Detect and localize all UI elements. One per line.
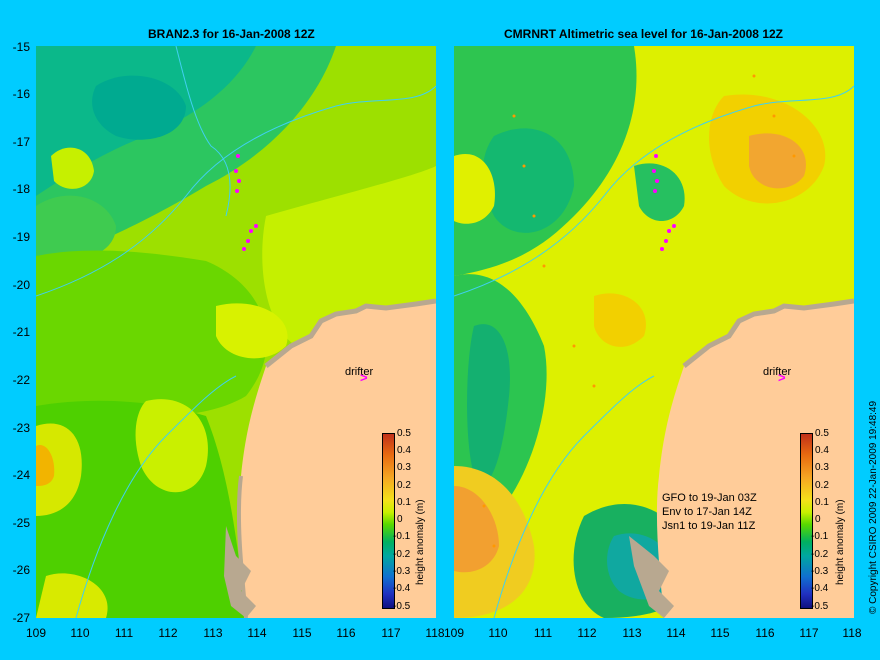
drifter-track [234,154,258,251]
lon-label: 116 [755,626,775,640]
colorbar-label: height anomaly (m) [415,499,426,585]
drifter-arrow-icon: > [360,370,368,385]
colorbar-left [382,433,395,609]
colorbar-tick: 0 [815,514,821,525]
colorbar-tick: 0 [397,514,403,525]
colorbar-tick: -0.1 [393,531,411,542]
lon-label: 114 [666,626,686,640]
colorbar-tick: -0.3 [811,566,829,577]
right-map-title: CMRNRT Altimetric sea level for 16-Jan-2… [504,27,783,41]
drifter-label: drifter [345,366,374,378]
lat-label: -19 [12,230,30,244]
drifter-arrow-icon: > [778,370,786,385]
lon-label: 113 [622,626,642,640]
lat-label: -27 [12,611,30,625]
colorbar-tick: 0.2 [815,480,829,491]
lat-label: -16 [12,87,30,101]
colorbar-tick: -0.5 [393,601,411,612]
lon-label: 117 [799,626,819,640]
colorbar-tick: -0.1 [811,531,829,542]
colorbar-right [800,433,813,609]
colorbar-label: height anomaly (m) [835,499,846,585]
lon-label: 111 [533,626,553,640]
lon-label: 111 [114,626,134,640]
colorbar-tick: -0.4 [811,583,829,594]
drifter-track [652,154,676,251]
colorbar-tick: 0.3 [815,462,829,473]
lat-label: -21 [12,325,30,339]
lon-label: 117 [381,626,401,640]
info-line: Jsn1 to 19-Jan 11Z [662,520,756,532]
colorbar-tick: -0.4 [393,583,411,594]
lon-label: 115 [710,626,730,640]
lon-label: 116 [336,626,356,640]
lat-label: -26 [12,563,30,577]
colorbar-tick: 0.5 [397,428,411,439]
left-map-title: BRAN2.3 for 16-Jan-2008 12Z [148,27,315,41]
lat-label: -17 [12,135,30,149]
colorbar-tick: 0.2 [397,480,411,491]
lat-label: -22 [12,373,30,387]
lon-label: 112 [158,626,178,640]
colorbar-tick: -0.2 [393,549,411,560]
lon-label: 110 [488,626,508,640]
lat-label: -23 [12,421,30,435]
lon-label: 118 [842,626,862,640]
colorbar-tick: 0.4 [815,445,829,456]
lon-label: 114 [247,626,267,640]
copyright-text: © Copyright CSIRO 2009 22-Jan-2009 19:48… [868,400,879,614]
lon-label: 109 [25,626,47,640]
colorbar-tick: -0.3 [393,566,411,577]
colorbar-tick: 0.3 [397,462,411,473]
drifter-label: drifter [763,366,792,378]
lon-label: 110 [70,626,90,640]
info-line: GFO to 19-Jan 03Z [662,492,757,504]
lon-label: 109 [443,626,465,640]
colorbar-tick: 0.4 [397,445,411,456]
colorbar-tick: -0.5 [811,601,829,612]
altimeter-tracks [482,74,796,548]
colorbar-tick: -0.2 [811,549,829,560]
lat-label: -24 [12,468,30,482]
lat-label: -20 [12,278,30,292]
lat-label: -25 [12,516,30,530]
colorbar-tick: 0.5 [815,428,829,439]
lon-label: 115 [292,626,312,640]
lon-label: 113 [203,626,223,640]
satellite-info: GFO to 19-Jan 03Z Env to 17-Jan 14Z Jsn1… [662,491,757,533]
lon-label: 112 [577,626,597,640]
lat-label: -15 [12,40,30,54]
info-line: Env to 17-Jan 14Z [662,506,752,518]
lat-label: -18 [12,182,30,196]
colorbar-tick: 0.1 [815,497,829,508]
colorbar-tick: 0.1 [397,497,411,508]
right-map [454,46,854,618]
left-map [36,46,436,618]
lon-label: 118 [425,626,445,640]
